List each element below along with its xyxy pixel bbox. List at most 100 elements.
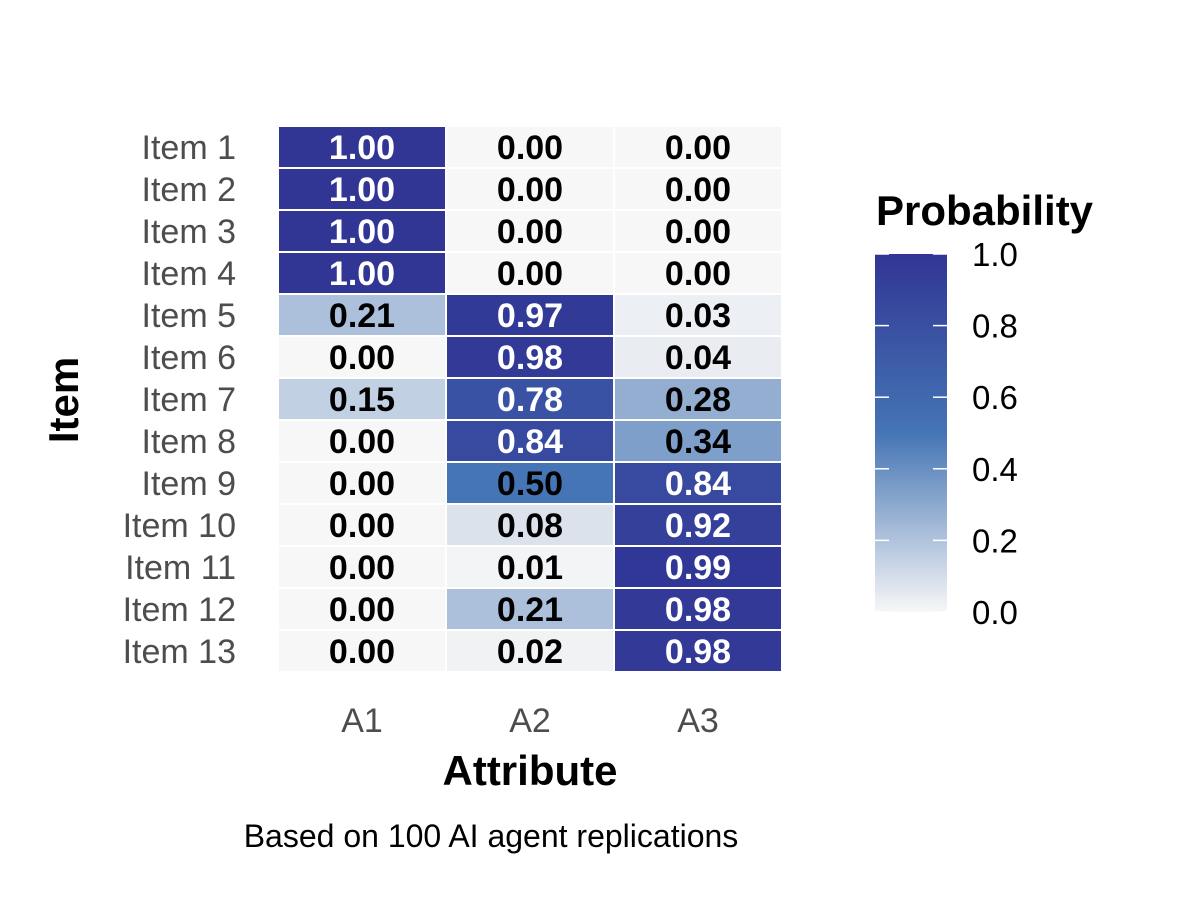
heatmap-cell [279, 463, 445, 503]
heatmap-cell [279, 169, 445, 209]
heatmap-cell [279, 505, 445, 545]
heatmap-cell [447, 589, 613, 629]
x-tick-label: A1 [341, 702, 383, 740]
x-axis-tick-labels: A1 A2 A3 [341, 702, 719, 740]
cell-value-label: 0.03 [665, 297, 731, 335]
cell-value-label: 0.00 [329, 507, 395, 545]
heatmap-cell [447, 337, 613, 377]
y-tick-label: Item 6 [142, 339, 236, 377]
heatmap-cell [615, 505, 781, 545]
cell-value-label: 0.97 [497, 297, 563, 335]
y-tick-label: Item 7 [142, 381, 236, 419]
cell-value-label: 0.04 [665, 339, 731, 377]
heatmap-cell [615, 169, 781, 209]
heatmap-cell [447, 463, 613, 503]
y-tick-label: Item 3 [142, 213, 236, 251]
cell-value-label: 0.00 [329, 591, 395, 629]
heatmap-cell [279, 127, 445, 167]
cell-value-label: 0.00 [665, 171, 731, 209]
y-tick-label: Item 11 [125, 549, 236, 587]
cell-value-label: 0.99 [665, 549, 731, 587]
heatmap-cell [447, 211, 613, 251]
heatmap-cells: 1.00 0.00 0.00 1.00 0.00 0.00 1.00 0.00 0.00 1.00… [279, 127, 781, 671]
heatmap-cell [447, 169, 613, 209]
y-axis-title: Item [40, 357, 87, 443]
cell-value-label: 0.00 [665, 255, 731, 293]
heatmap-cell [615, 295, 781, 335]
heatmap-cell [279, 547, 445, 587]
heatmap-cell [447, 379, 613, 419]
heatmap-cell [279, 631, 445, 671]
color-legend: Probability 0.0 0.2 0.4 0.6 0.8 1.0 [875, 187, 1094, 631]
cell-value-label: 0.00 [329, 549, 395, 587]
legend-tick-label: 0.2 [972, 522, 1018, 559]
heatmap-cell [447, 295, 613, 335]
chart-caption: Based on 100 AI agent replications [244, 818, 739, 854]
y-tick-label: Item 9 [142, 465, 236, 503]
cell-value-label: 0.00 [329, 465, 395, 503]
heatmap-cell [615, 211, 781, 251]
cell-value-label: 0.00 [665, 213, 731, 251]
x-tick-label: A3 [677, 702, 719, 740]
cell-value-label: 0.98 [665, 591, 731, 629]
heatmap-cell [615, 631, 781, 671]
cell-value-label: 1.00 [329, 171, 395, 209]
cell-value-label: 0.84 [497, 423, 563, 461]
cell-value-label: 0.84 [665, 465, 731, 503]
cell-value-label: 0.01 [497, 549, 563, 587]
cell-value-label: 1.00 [329, 129, 395, 167]
cell-value-label: 0.00 [329, 423, 395, 461]
y-tick-label: Item 10 [123, 507, 236, 545]
cell-value-label: 0.02 [497, 633, 563, 671]
heatmap-cell [279, 211, 445, 251]
heatmap-cell [279, 337, 445, 377]
heatmap-cell [615, 463, 781, 503]
cell-value-label: 0.00 [497, 129, 563, 167]
y-tick-label: Item 5 [142, 297, 236, 335]
heatmap-cell [615, 589, 781, 629]
cell-value-label: 1.00 [329, 255, 395, 293]
cell-value-label: 1.00 [329, 213, 395, 251]
heatmap-cell [279, 253, 445, 293]
cell-value-label: 0.98 [665, 633, 731, 671]
cell-value-label: 0.15 [329, 381, 395, 419]
cell-value-label: 0.21 [329, 297, 395, 335]
y-tick-label: Item 13 [123, 633, 236, 671]
cell-value-label: 0.98 [497, 339, 563, 377]
legend-tick-label: 0.6 [972, 379, 1018, 416]
heatmap-cell [279, 589, 445, 629]
y-tick-label: Item 4 [142, 255, 236, 293]
y-tick-label: Item 12 [123, 591, 236, 629]
heatmap-cell [447, 631, 613, 671]
heatmap-cell [447, 421, 613, 461]
legend-tick-label: 0.4 [972, 451, 1018, 488]
legend-colorbar [875, 254, 947, 612]
legend-tick-label: 0.0 [972, 594, 1018, 631]
cell-value-label: 0.00 [329, 633, 395, 671]
cell-value-label: 0.21 [497, 591, 563, 629]
cell-value-label: 0.92 [665, 507, 731, 545]
heatmap-cell [615, 421, 781, 461]
y-tick-label: Item 2 [142, 171, 236, 209]
heatmap-cell [447, 547, 613, 587]
cell-value-label: 0.50 [497, 465, 563, 503]
heatmap-cell [615, 127, 781, 167]
legend-title: Probability [876, 187, 1094, 234]
heatmap-cell [279, 421, 445, 461]
heatmap-cell [615, 337, 781, 377]
x-tick-label: A2 [509, 702, 551, 740]
cell-value-label: 0.00 [329, 339, 395, 377]
legend-tick-label: 1.0 [972, 236, 1018, 273]
cell-value-label: 0.08 [497, 507, 563, 545]
legend-tick-label: 0.8 [972, 308, 1018, 345]
cell-value-label: 0.00 [497, 255, 563, 293]
cell-value-label: 0.34 [665, 423, 731, 461]
x-axis-title: Attribute [443, 747, 618, 794]
y-axis-tick-labels: Item 1 Item 2 Item 3 Item 4 Item 5 Item 6 Item… [123, 129, 236, 671]
heatmap-cell [615, 379, 781, 419]
cell-value-label: 0.00 [497, 213, 563, 251]
heatmap-cell [447, 253, 613, 293]
cell-value-label: 0.00 [497, 171, 563, 209]
heatmap-cell [615, 547, 781, 587]
